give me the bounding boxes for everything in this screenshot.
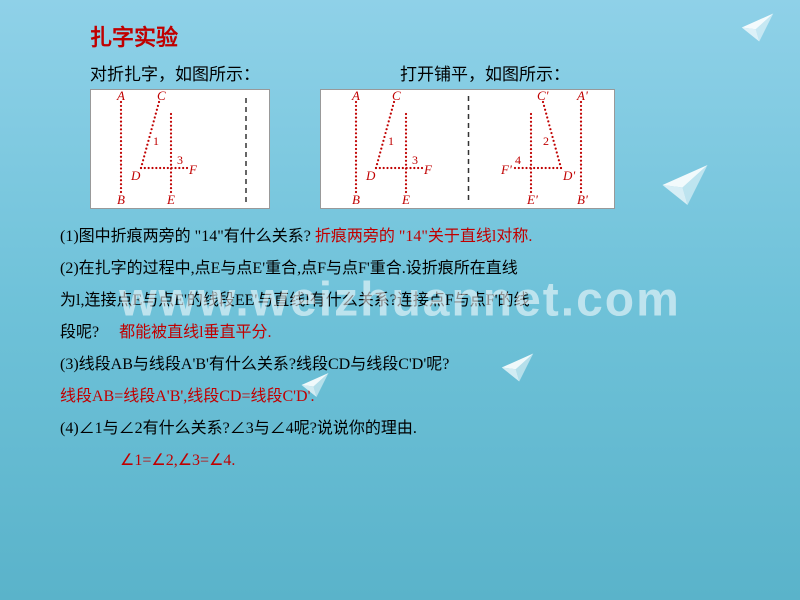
svg-text:4: 4	[515, 153, 521, 167]
experiment-title: 扎字实验	[90, 20, 740, 52]
svg-text:D: D	[365, 168, 376, 183]
svg-text:F: F	[423, 162, 433, 177]
diagram-right: 1 3 A B C D EF 2 4 A' B' C' D' E' F'	[320, 89, 615, 209]
subtitle-row: 对折扎字，如图所示： 打开铺平，如图所示：	[90, 60, 740, 85]
answer-3: 线段AB=线段A'B',线段CD=线段C'D'.	[60, 381, 740, 413]
svg-text:F: F	[188, 162, 198, 177]
question-2-line3: 段呢? 都能被直线l垂直平分.	[60, 317, 740, 349]
diagram-row: 13ABCDEF 13ABCDEF24A'B'C'D'E'F'	[90, 89, 740, 209]
question-1-text: (1)图中折痕两旁的 "14"有什么关系?	[60, 228, 311, 245]
answer-2: 都能被直线l垂直平分.	[119, 324, 271, 341]
svg-text:D': D'	[562, 168, 575, 183]
question-2-tail: 段呢?	[60, 324, 99, 341]
subtitle-right: 打开铺平，如图所示：	[400, 60, 570, 85]
svg-text:B: B	[352, 192, 360, 207]
question-3: (3)线段AB与线段A'B'有什么关系?线段CD与线段C'D'呢?	[60, 349, 740, 381]
question-2-line1: (2)在扎字的过程中,点E与点E'重合,点F与点F'重合.设折痕所在直线	[60, 253, 740, 285]
svg-text:3: 3	[412, 153, 418, 167]
paper-plane-icon	[740, 10, 775, 45]
svg-text:A: A	[351, 90, 360, 103]
diagram-left: 1 3 A B C D EF	[90, 89, 270, 209]
svg-text:B': B'	[577, 192, 588, 207]
svg-text:C': C'	[537, 90, 549, 103]
question-2-line2: 为l,连接点E与点E'的线段EE'与直线l有什么关系?连接点F与点F'的线	[60, 285, 740, 317]
svg-text:C: C	[392, 90, 401, 103]
svg-text:E: E	[166, 192, 175, 207]
answer-4: ∠1=∠2,∠3=∠4.	[120, 445, 740, 477]
svg-text:A: A	[116, 90, 125, 103]
svg-text:1: 1	[388, 134, 394, 148]
svg-text:D: D	[130, 168, 141, 183]
svg-text:3: 3	[177, 153, 183, 167]
question-4: (4)∠1与∠2有什么关系?∠3与∠4呢?说说你的理由.	[60, 413, 740, 445]
svg-text:1: 1	[153, 134, 159, 148]
subtitle-left: 对折扎字，如图所示：	[90, 60, 260, 85]
svg-text:C: C	[157, 90, 166, 103]
svg-text:F': F'	[500, 162, 512, 177]
svg-text:E': E'	[526, 192, 538, 207]
answer-1: 折痕两旁的 "14"关于直线l对称.	[315, 228, 533, 245]
svg-text:E: E	[401, 192, 410, 207]
svg-text:2: 2	[543, 134, 549, 148]
content-body: (1)图中折痕两旁的 "14"有什么关系? 折痕两旁的 "14"关于直线l对称.…	[60, 221, 740, 477]
question-1: (1)图中折痕两旁的 "14"有什么关系? 折痕两旁的 "14"关于直线l对称.	[60, 221, 740, 253]
svg-text:B: B	[117, 192, 125, 207]
svg-text:A': A'	[576, 90, 588, 103]
